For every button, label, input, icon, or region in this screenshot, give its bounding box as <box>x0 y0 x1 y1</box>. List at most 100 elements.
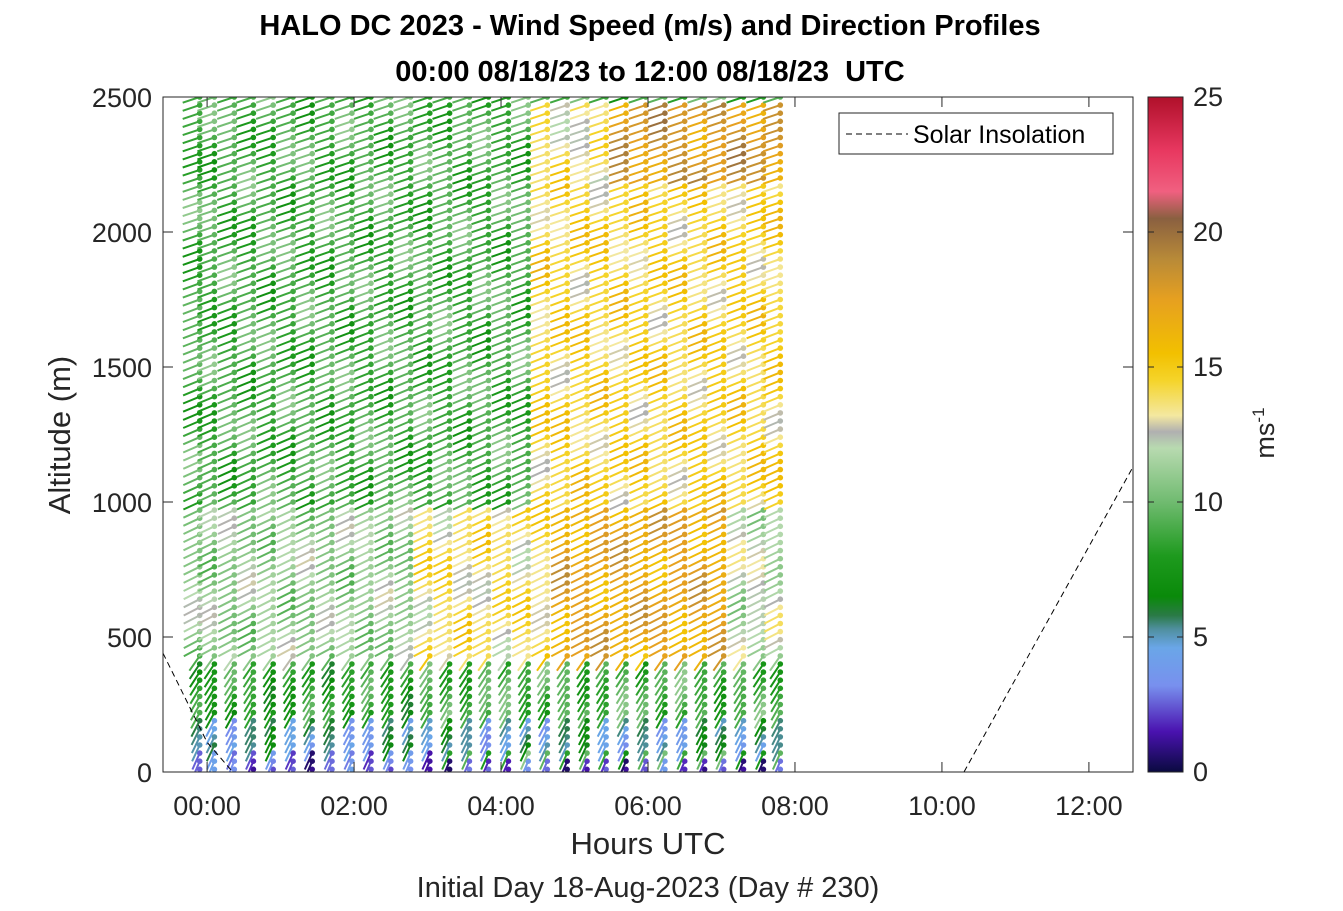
wind-barb-point <box>211 596 218 602</box>
wind-barb <box>746 574 764 584</box>
wind-barb-point <box>662 588 668 594</box>
wind-barb-point <box>485 126 492 133</box>
wind-barb-point <box>584 491 590 497</box>
wind-barb <box>335 614 353 625</box>
wind-barb-point <box>290 337 296 343</box>
wind-barb-point <box>525 126 531 133</box>
wind-barb <box>654 687 666 705</box>
wind-barb <box>673 663 686 680</box>
wind-barb <box>608 274 627 283</box>
wind-barb <box>550 403 568 413</box>
wind-barb <box>303 744 314 762</box>
wind-barb-point <box>427 620 433 627</box>
wind-barb-point <box>329 628 335 635</box>
wind-barb-point <box>643 580 649 586</box>
wind-barb-point <box>701 385 708 392</box>
wind-barb-point <box>368 628 374 635</box>
wind-barb-point <box>388 564 394 570</box>
wind-barb-point <box>211 766 218 772</box>
wind-barb <box>726 314 744 323</box>
wind-barb-point <box>564 636 570 643</box>
wind-barb-point <box>290 677 296 683</box>
wind-barb <box>237 646 254 658</box>
wind-barb-point <box>407 604 414 611</box>
wind-barb <box>674 687 686 705</box>
wind-barb-point <box>623 474 629 481</box>
wind-barb <box>394 646 412 658</box>
wind-barb <box>412 330 431 340</box>
wind-barb <box>717 760 725 772</box>
wind-barb-point <box>760 280 767 287</box>
wind-barb-point <box>662 97 668 100</box>
wind-barb-point <box>701 620 708 627</box>
wind-barb <box>667 104 686 112</box>
wind-barb <box>472 646 489 658</box>
wind-barb <box>413 525 431 535</box>
wind-barb <box>400 679 412 696</box>
wind-barb <box>517 671 530 688</box>
wind-barb-point <box>701 766 708 772</box>
wind-barb-point <box>466 321 473 327</box>
wind-barb <box>637 736 647 754</box>
wind-barb-point <box>701 450 708 457</box>
wind-barb-point <box>544 329 551 335</box>
wind-barb-point <box>701 750 708 756</box>
wind-barb-point <box>662 766 668 772</box>
wind-barb-point <box>329 393 335 400</box>
wind-barb <box>715 744 725 762</box>
wind-barb <box>197 136 215 145</box>
wind-barb <box>569 339 588 348</box>
wind-barb <box>276 606 294 617</box>
wind-barb-point <box>446 312 453 319</box>
wind-barb-point <box>701 596 708 602</box>
wind-barb <box>628 411 647 421</box>
wind-barb <box>588 97 607 104</box>
wind-barb-point <box>544 628 551 635</box>
wind-barb <box>510 128 529 137</box>
wind-barb-point <box>466 183 473 189</box>
wind-barb-point <box>466 766 473 772</box>
wind-barb-point <box>643 97 649 100</box>
wind-barb <box>432 436 450 446</box>
wind-barb-point <box>231 321 238 327</box>
wind-barb <box>433 590 451 601</box>
wind-barb-point <box>623 175 629 181</box>
wind-barb-point <box>643 645 649 651</box>
wind-barb <box>577 704 588 721</box>
wind-barb <box>197 509 215 519</box>
wind-barb <box>471 420 489 429</box>
wind-barb <box>373 209 392 218</box>
wind-barb <box>569 322 588 332</box>
wind-barb <box>294 144 313 153</box>
wind-barb <box>608 152 627 161</box>
wind-barb-point <box>368 588 374 594</box>
wind-barb-point <box>329 410 335 416</box>
wind-barb-point <box>446 572 453 578</box>
wind-barb-point <box>407 191 414 197</box>
wind-barb <box>335 565 353 576</box>
wind-barb <box>197 444 215 454</box>
wind-barb-point <box>643 450 649 457</box>
wind-barb <box>589 387 607 397</box>
wind-barb-point <box>544 353 551 360</box>
wind-barb <box>726 379 744 389</box>
wind-barb <box>197 306 215 315</box>
wind-barb-point <box>329 361 335 368</box>
wind-barb-point <box>250 377 257 384</box>
wind-barb <box>570 614 588 625</box>
wind-barb <box>518 712 530 729</box>
wind-barb-point <box>544 709 551 716</box>
wind-barb <box>510 120 529 128</box>
wind-barb <box>295 484 313 495</box>
wind-barb <box>295 403 313 413</box>
wind-barb <box>667 249 686 258</box>
wind-barb-point <box>681 491 688 497</box>
wind-barb <box>256 638 274 649</box>
wind-barb-point <box>290 523 296 530</box>
wind-barb-point <box>309 580 316 586</box>
wind-barb <box>491 403 509 413</box>
wind-barb <box>373 120 392 128</box>
wind-barb-point <box>681 588 688 594</box>
wind-barb-point <box>368 531 374 538</box>
wind-barb <box>374 646 392 658</box>
